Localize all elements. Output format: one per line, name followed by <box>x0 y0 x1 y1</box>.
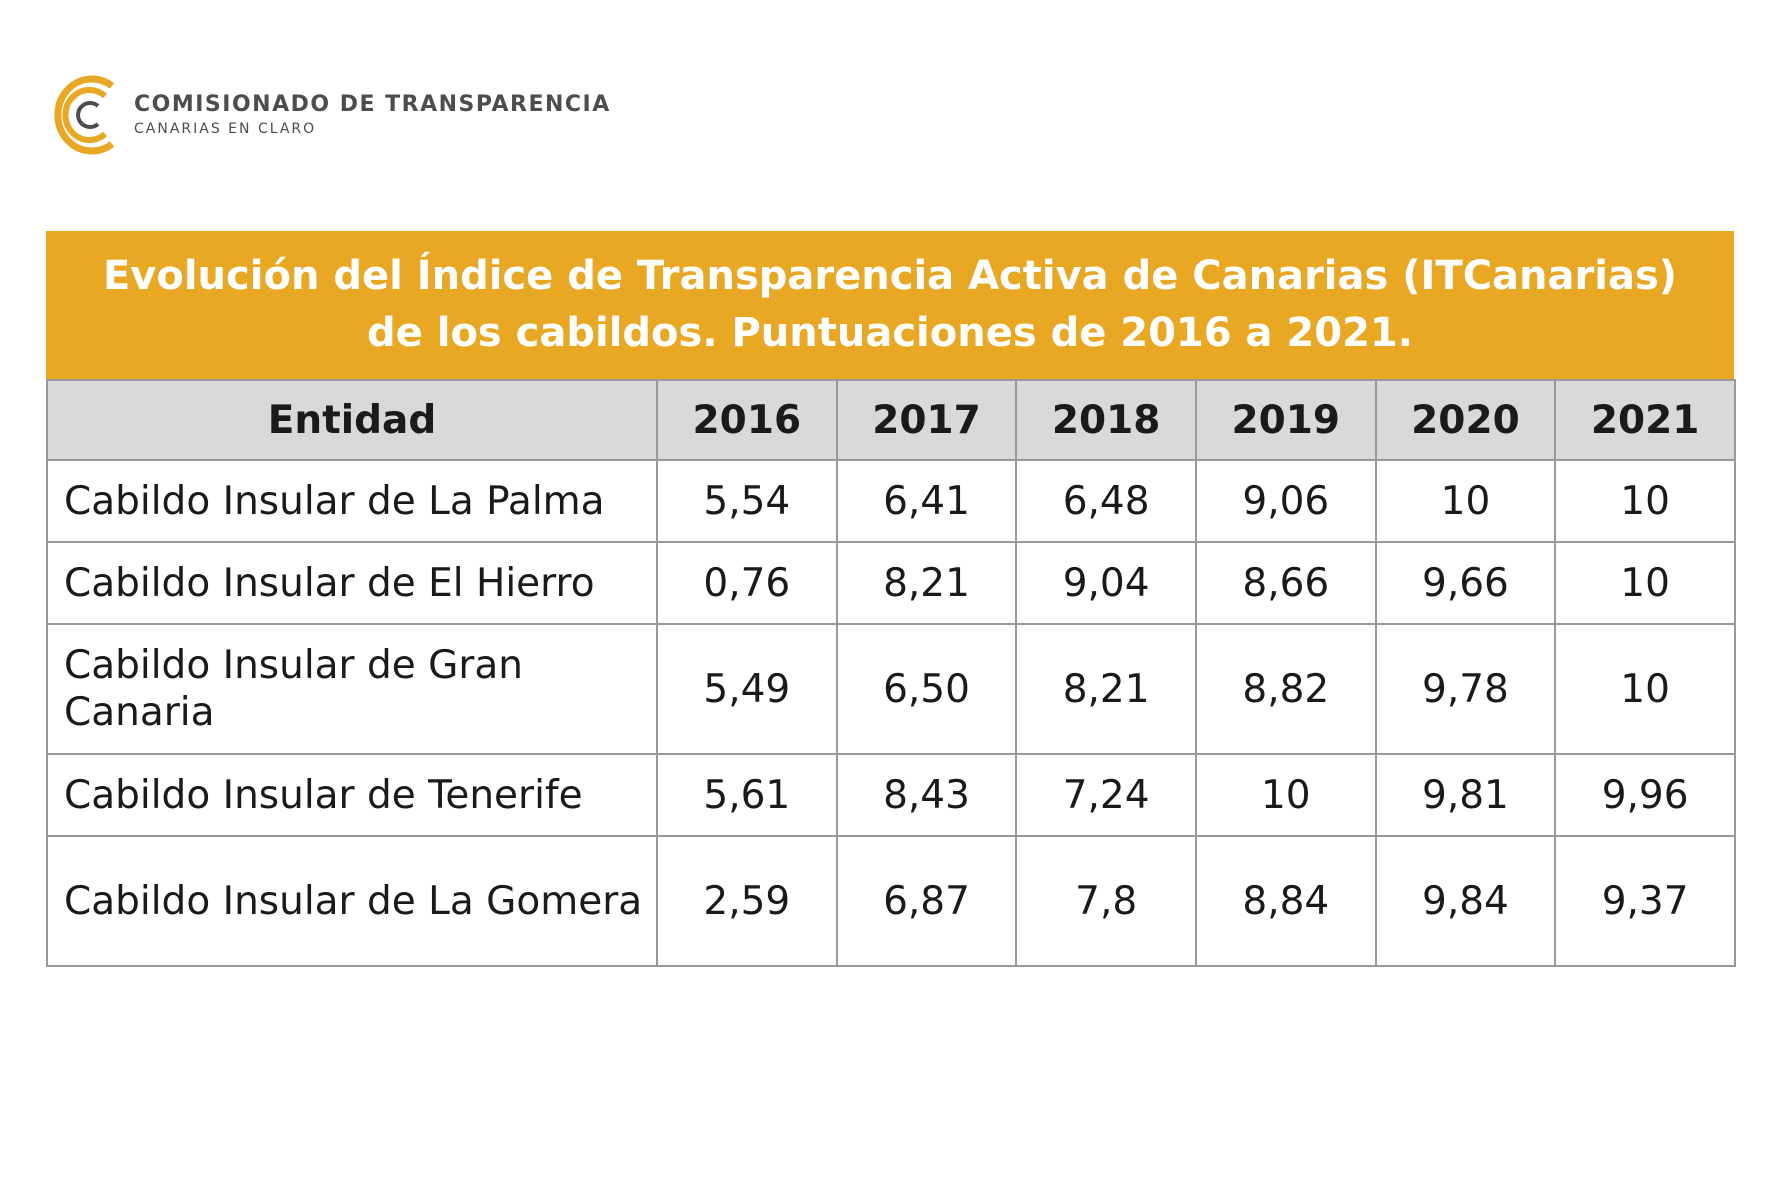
header-2020: 2020 <box>1374 379 1557 461</box>
score-cell: 8,66 <box>1194 541 1377 625</box>
score-cell: 2,59 <box>656 835 838 967</box>
score-cell: 10 <box>1374 459 1557 543</box>
score-cell: 8,84 <box>1194 835 1377 967</box>
header-2019: 2019 <box>1194 379 1377 461</box>
table-header-row: Entidad 2016 2017 2018 2019 2020 2021 <box>46 379 1736 461</box>
entity-cell: Cabildo Insular de Gran Canaria <box>46 623 658 755</box>
score-cell: 8,43 <box>835 753 1018 837</box>
transparency-table-container: Evolución del Índice de Transparencia Ac… <box>46 231 1736 967</box>
score-cell: 9,81 <box>1374 753 1557 837</box>
entity-cell: Cabildo Insular de La Gomera <box>46 835 658 967</box>
score-cell: 8,21 <box>835 541 1018 625</box>
header-2017: 2017 <box>835 379 1018 461</box>
table-row: Cabildo Insular de Gran Canaria 5,49 6,5… <box>46 623 1736 755</box>
score-cell: 9,66 <box>1374 541 1557 625</box>
score-cell: 8,21 <box>1015 623 1197 755</box>
score-cell: 10 <box>1194 753 1377 837</box>
score-cell: 5,61 <box>656 753 838 837</box>
score-cell: 9,06 <box>1194 459 1377 543</box>
entity-cell: Cabildo Insular de El Hierro <box>46 541 658 625</box>
score-cell: 6,87 <box>835 835 1018 967</box>
score-cell: 10 <box>1554 541 1736 625</box>
score-cell: 9,78 <box>1374 623 1557 755</box>
score-cell: 10 <box>1554 459 1736 543</box>
score-cell: 9,37 <box>1554 835 1736 967</box>
score-cell: 10 <box>1554 623 1736 755</box>
score-cell: 7,24 <box>1015 753 1197 837</box>
header-2021: 2021 <box>1554 379 1736 461</box>
header-2016: 2016 <box>656 379 838 461</box>
score-cell: 9,84 <box>1374 835 1557 967</box>
score-cell: 7,8 <box>1015 835 1197 967</box>
logo: COMISIONADO DE TRANSPARENCIA CANARIAS EN… <box>50 74 611 156</box>
logo-c-icon <box>54 75 115 155</box>
score-cell: 9,04 <box>1015 541 1197 625</box>
score-cell: 8,82 <box>1194 623 1377 755</box>
score-cell: 6,48 <box>1015 459 1197 543</box>
score-cell: 5,49 <box>656 623 838 755</box>
table-title: Evolución del Índice de Transparencia Ac… <box>46 231 1734 379</box>
entity-cell: Cabildo Insular de La Palma <box>46 459 658 543</box>
transparency-table: Entidad 2016 2017 2018 2019 2020 2021 Ca… <box>46 379 1736 967</box>
score-cell: 9,96 <box>1554 753 1736 837</box>
score-cell: 0,76 <box>656 541 838 625</box>
table-row: Cabildo Insular de La Palma 5,54 6,41 6,… <box>46 459 1736 543</box>
score-cell: 6,41 <box>835 459 1018 543</box>
entity-cell: Cabildo Insular de Tenerife <box>46 753 658 837</box>
header-entidad: Entidad <box>46 379 658 461</box>
score-cell: 6,50 <box>835 623 1018 755</box>
table-row: Cabildo Insular de El Hierro 0,76 8,21 9… <box>46 541 1736 625</box>
logo-subtitle: CANARIAS EN CLARO <box>134 121 317 137</box>
table-row: Cabildo Insular de Tenerife 5,61 8,43 7,… <box>46 753 1736 837</box>
logo-title: COMISIONADO DE TRANSPARENCIA <box>134 92 611 117</box>
header-2018: 2018 <box>1015 379 1197 461</box>
table-row: Cabildo Insular de La Gomera 2,59 6,87 7… <box>46 835 1736 967</box>
score-cell: 5,54 <box>656 459 838 543</box>
